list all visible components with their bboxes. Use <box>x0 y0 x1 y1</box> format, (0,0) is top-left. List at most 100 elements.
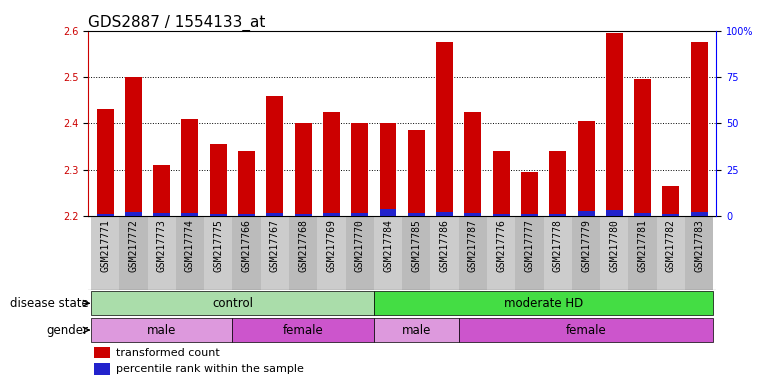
FancyBboxPatch shape <box>374 216 402 290</box>
Bar <box>153 165 170 216</box>
Bar <box>379 210 397 216</box>
FancyBboxPatch shape <box>345 216 374 290</box>
Bar <box>352 213 368 216</box>
Bar <box>153 213 170 216</box>
Bar <box>295 123 312 216</box>
FancyBboxPatch shape <box>544 216 572 290</box>
FancyBboxPatch shape <box>516 216 544 290</box>
Bar <box>210 144 227 216</box>
FancyBboxPatch shape <box>148 216 176 290</box>
Text: moderate HD: moderate HD <box>504 297 583 310</box>
Text: GSM217775: GSM217775 <box>213 220 223 272</box>
Text: GSM217781: GSM217781 <box>637 220 647 272</box>
Text: GSM217777: GSM217777 <box>525 220 535 272</box>
Bar <box>408 130 425 216</box>
Bar <box>125 212 142 216</box>
Bar <box>606 210 623 216</box>
FancyBboxPatch shape <box>601 216 628 290</box>
Bar <box>691 212 708 216</box>
Bar <box>464 112 481 216</box>
FancyBboxPatch shape <box>91 291 374 315</box>
Text: female: female <box>565 324 607 336</box>
Text: GSM217778: GSM217778 <box>553 220 563 272</box>
FancyBboxPatch shape <box>572 216 601 290</box>
FancyBboxPatch shape <box>176 216 204 290</box>
FancyBboxPatch shape <box>656 216 685 290</box>
Bar <box>663 186 679 216</box>
Bar <box>267 96 283 216</box>
Text: percentile rank within the sample: percentile rank within the sample <box>116 364 304 374</box>
FancyBboxPatch shape <box>459 216 487 290</box>
Bar <box>97 215 113 216</box>
Bar <box>578 211 594 216</box>
Text: GSM217770: GSM217770 <box>355 220 365 272</box>
Bar <box>634 212 651 216</box>
Text: GSM217767: GSM217767 <box>270 220 280 272</box>
FancyBboxPatch shape <box>232 216 260 290</box>
Bar <box>210 215 227 216</box>
Bar <box>125 77 142 216</box>
Text: GSM217771: GSM217771 <box>100 220 110 272</box>
FancyBboxPatch shape <box>289 216 317 290</box>
Bar <box>663 214 679 216</box>
Bar <box>549 151 566 216</box>
Bar <box>182 213 198 216</box>
FancyBboxPatch shape <box>91 318 232 342</box>
Text: GSM217773: GSM217773 <box>157 220 167 272</box>
FancyBboxPatch shape <box>119 216 148 290</box>
Text: disease state: disease state <box>10 297 89 310</box>
Bar <box>521 215 538 216</box>
FancyBboxPatch shape <box>374 318 459 342</box>
Text: GSM217768: GSM217768 <box>298 220 308 272</box>
FancyBboxPatch shape <box>459 318 713 342</box>
FancyBboxPatch shape <box>685 216 713 290</box>
Bar <box>238 215 255 216</box>
FancyBboxPatch shape <box>430 216 459 290</box>
Text: GSM217783: GSM217783 <box>694 220 704 272</box>
Text: gender: gender <box>47 324 89 336</box>
Text: female: female <box>283 324 323 336</box>
FancyBboxPatch shape <box>628 216 656 290</box>
Bar <box>549 214 566 216</box>
Text: GSM217769: GSM217769 <box>326 220 336 272</box>
Text: GSM217776: GSM217776 <box>496 220 506 272</box>
FancyBboxPatch shape <box>374 291 713 315</box>
Bar <box>464 212 481 216</box>
Text: GSM217779: GSM217779 <box>581 220 591 272</box>
Text: GSM217766: GSM217766 <box>241 220 251 272</box>
Bar <box>182 119 198 216</box>
Bar <box>238 151 255 216</box>
Bar <box>436 42 453 216</box>
Bar <box>295 214 312 216</box>
Bar <box>323 112 340 216</box>
Text: GSM217786: GSM217786 <box>440 220 450 272</box>
Text: male: male <box>147 324 176 336</box>
Bar <box>267 212 283 216</box>
Text: GSM217782: GSM217782 <box>666 220 676 272</box>
Bar <box>97 109 113 216</box>
Bar <box>634 79 651 216</box>
Bar <box>94 347 110 358</box>
Bar <box>691 42 708 216</box>
Text: GSM217774: GSM217774 <box>185 220 195 272</box>
Bar <box>578 121 594 216</box>
Text: GSM217787: GSM217787 <box>468 220 478 272</box>
Bar <box>323 213 340 216</box>
Bar <box>408 213 425 216</box>
Text: male: male <box>401 324 431 336</box>
Text: GSM217780: GSM217780 <box>609 220 620 272</box>
Bar <box>493 151 509 216</box>
Bar <box>606 33 623 216</box>
FancyBboxPatch shape <box>317 216 345 290</box>
Bar <box>94 363 110 375</box>
FancyBboxPatch shape <box>232 318 374 342</box>
FancyBboxPatch shape <box>91 216 119 290</box>
Text: GDS2887 / 1554133_at: GDS2887 / 1554133_at <box>88 15 266 31</box>
FancyBboxPatch shape <box>204 216 232 290</box>
FancyBboxPatch shape <box>487 216 516 290</box>
Bar <box>436 212 453 216</box>
Text: GSM217784: GSM217784 <box>383 220 393 272</box>
Bar <box>379 123 397 216</box>
Text: transformed count: transformed count <box>116 348 220 358</box>
Bar <box>521 172 538 216</box>
